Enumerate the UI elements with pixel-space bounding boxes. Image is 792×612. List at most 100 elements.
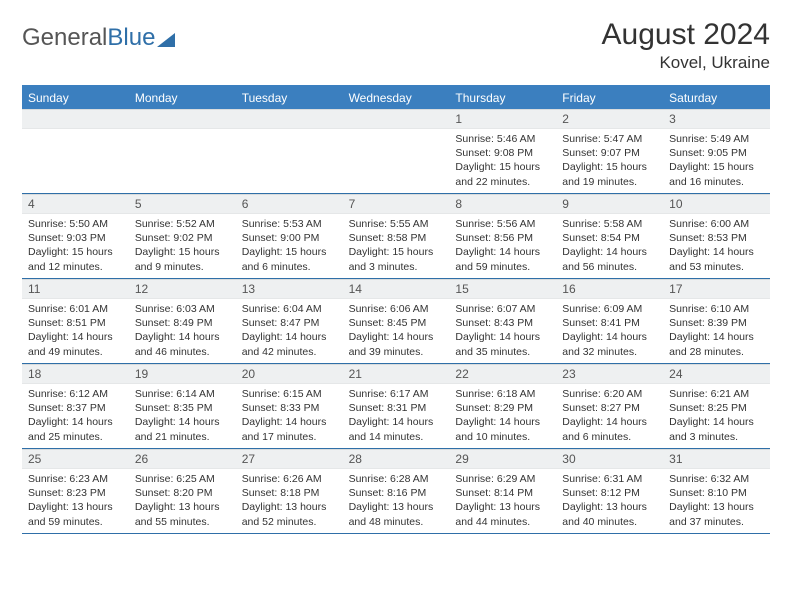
day-number: 3 [663,109,770,129]
day-number: 29 [449,449,556,469]
weekday-thursday: Thursday [449,87,556,109]
day-details: Sunrise: 6:23 AMSunset: 8:23 PMDaylight:… [22,469,129,529]
day-cell: 24Sunrise: 6:21 AMSunset: 8:25 PMDayligh… [663,364,770,448]
day-cell: 17Sunrise: 6:10 AMSunset: 8:39 PMDayligh… [663,279,770,363]
week-row: 11Sunrise: 6:01 AMSunset: 8:51 PMDayligh… [22,279,770,364]
day-cell: 19Sunrise: 6:14 AMSunset: 8:35 PMDayligh… [129,364,236,448]
day-number: 2 [556,109,663,129]
day-cell: 20Sunrise: 6:15 AMSunset: 8:33 PMDayligh… [236,364,343,448]
day-number: 10 [663,194,770,214]
day-number: . [343,109,450,129]
day-cell: 15Sunrise: 6:07 AMSunset: 8:43 PMDayligh… [449,279,556,363]
day-number: 1 [449,109,556,129]
day-cell: 18Sunrise: 6:12 AMSunset: 8:37 PMDayligh… [22,364,129,448]
day-details: Sunrise: 6:25 AMSunset: 8:20 PMDaylight:… [129,469,236,529]
day-cell: 8Sunrise: 5:56 AMSunset: 8:56 PMDaylight… [449,194,556,278]
day-details: Sunrise: 6:07 AMSunset: 8:43 PMDaylight:… [449,299,556,359]
logo-text-1: General [22,24,107,52]
title-block: August 2024 Kovel, Ukraine [602,18,770,73]
empty-cell: . [236,109,343,193]
header: GeneralBlue August 2024 Kovel, Ukraine [22,18,770,73]
day-number: 14 [343,279,450,299]
day-number: . [236,109,343,129]
day-number: 20 [236,364,343,384]
day-details: Sunrise: 6:00 AMSunset: 8:53 PMDaylight:… [663,214,770,274]
day-cell: 11Sunrise: 6:01 AMSunset: 8:51 PMDayligh… [22,279,129,363]
day-number: 21 [343,364,450,384]
day-details: Sunrise: 5:58 AMSunset: 8:54 PMDaylight:… [556,214,663,274]
day-number: 27 [236,449,343,469]
day-details: Sunrise: 6:17 AMSunset: 8:31 PMDaylight:… [343,384,450,444]
calendar-page: GeneralBlue August 2024 Kovel, Ukraine S… [0,0,792,534]
day-details: Sunrise: 6:09 AMSunset: 8:41 PMDaylight:… [556,299,663,359]
day-cell: 30Sunrise: 6:31 AMSunset: 8:12 PMDayligh… [556,449,663,533]
day-cell: 10Sunrise: 6:00 AMSunset: 8:53 PMDayligh… [663,194,770,278]
week-row: 4Sunrise: 5:50 AMSunset: 9:03 PMDaylight… [22,194,770,279]
day-number: 4 [22,194,129,214]
week-row: 18Sunrise: 6:12 AMSunset: 8:37 PMDayligh… [22,364,770,449]
calendar: SundayMondayTuesdayWednesdayThursdayFrid… [22,85,770,534]
day-details: Sunrise: 6:18 AMSunset: 8:29 PMDaylight:… [449,384,556,444]
day-number: 17 [663,279,770,299]
day-details: Sunrise: 6:28 AMSunset: 8:16 PMDaylight:… [343,469,450,529]
week-row: ....1Sunrise: 5:46 AMSunset: 9:08 PMDayl… [22,109,770,194]
day-details: Sunrise: 5:52 AMSunset: 9:02 PMDaylight:… [129,214,236,274]
day-cell: 2Sunrise: 5:47 AMSunset: 9:07 PMDaylight… [556,109,663,193]
day-cell: 14Sunrise: 6:06 AMSunset: 8:45 PMDayligh… [343,279,450,363]
day-cell: 12Sunrise: 6:03 AMSunset: 8:49 PMDayligh… [129,279,236,363]
day-cell: 26Sunrise: 6:25 AMSunset: 8:20 PMDayligh… [129,449,236,533]
location-label: Kovel, Ukraine [602,53,770,73]
weekday-wednesday: Wednesday [343,87,450,109]
day-number: 12 [129,279,236,299]
day-number: 13 [236,279,343,299]
day-cell: 29Sunrise: 6:29 AMSunset: 8:14 PMDayligh… [449,449,556,533]
empty-cell: . [343,109,450,193]
day-number: 31 [663,449,770,469]
day-cell: 13Sunrise: 6:04 AMSunset: 8:47 PMDayligh… [236,279,343,363]
day-cell: 6Sunrise: 5:53 AMSunset: 9:00 PMDaylight… [236,194,343,278]
weekday-friday: Friday [556,87,663,109]
day-number: 5 [129,194,236,214]
day-number: 18 [22,364,129,384]
weekday-sunday: Sunday [22,87,129,109]
day-number: 7 [343,194,450,214]
day-cell: 23Sunrise: 6:20 AMSunset: 8:27 PMDayligh… [556,364,663,448]
day-cell: 1Sunrise: 5:46 AMSunset: 9:08 PMDaylight… [449,109,556,193]
day-cell: 22Sunrise: 6:18 AMSunset: 8:29 PMDayligh… [449,364,556,448]
day-number: 11 [22,279,129,299]
day-details: Sunrise: 5:46 AMSunset: 9:08 PMDaylight:… [449,129,556,189]
day-details: Sunrise: 5:53 AMSunset: 9:00 PMDaylight:… [236,214,343,274]
day-cell: 4Sunrise: 5:50 AMSunset: 9:03 PMDaylight… [22,194,129,278]
logo-triangle-icon [157,33,175,47]
day-number: 25 [22,449,129,469]
day-details: Sunrise: 6:04 AMSunset: 8:47 PMDaylight:… [236,299,343,359]
weekday-header-row: SundayMondayTuesdayWednesdayThursdayFrid… [22,87,770,109]
day-cell: 5Sunrise: 5:52 AMSunset: 9:02 PMDaylight… [129,194,236,278]
day-number: 15 [449,279,556,299]
day-details: Sunrise: 6:26 AMSunset: 8:18 PMDaylight:… [236,469,343,529]
day-details: Sunrise: 5:55 AMSunset: 8:58 PMDaylight:… [343,214,450,274]
day-number: 30 [556,449,663,469]
weeks-container: ....1Sunrise: 5:46 AMSunset: 9:08 PMDayl… [22,109,770,534]
day-number: 6 [236,194,343,214]
day-number: 24 [663,364,770,384]
day-details: Sunrise: 6:10 AMSunset: 8:39 PMDaylight:… [663,299,770,359]
logo-text-2: Blue [107,24,155,52]
day-cell: 27Sunrise: 6:26 AMSunset: 8:18 PMDayligh… [236,449,343,533]
day-details: Sunrise: 6:29 AMSunset: 8:14 PMDaylight:… [449,469,556,529]
day-details: Sunrise: 5:49 AMSunset: 9:05 PMDaylight:… [663,129,770,189]
day-number: . [22,109,129,129]
day-number: 28 [343,449,450,469]
weekday-tuesday: Tuesday [236,87,343,109]
day-details: Sunrise: 5:56 AMSunset: 8:56 PMDaylight:… [449,214,556,274]
day-cell: 28Sunrise: 6:28 AMSunset: 8:16 PMDayligh… [343,449,450,533]
empty-cell: . [129,109,236,193]
day-cell: 16Sunrise: 6:09 AMSunset: 8:41 PMDayligh… [556,279,663,363]
day-details: Sunrise: 6:32 AMSunset: 8:10 PMDaylight:… [663,469,770,529]
day-details: Sunrise: 6:20 AMSunset: 8:27 PMDaylight:… [556,384,663,444]
day-details: Sunrise: 6:03 AMSunset: 8:49 PMDaylight:… [129,299,236,359]
day-details: Sunrise: 6:31 AMSunset: 8:12 PMDaylight:… [556,469,663,529]
day-cell: 7Sunrise: 5:55 AMSunset: 8:58 PMDaylight… [343,194,450,278]
day-details: Sunrise: 5:50 AMSunset: 9:03 PMDaylight:… [22,214,129,274]
day-cell: 21Sunrise: 6:17 AMSunset: 8:31 PMDayligh… [343,364,450,448]
